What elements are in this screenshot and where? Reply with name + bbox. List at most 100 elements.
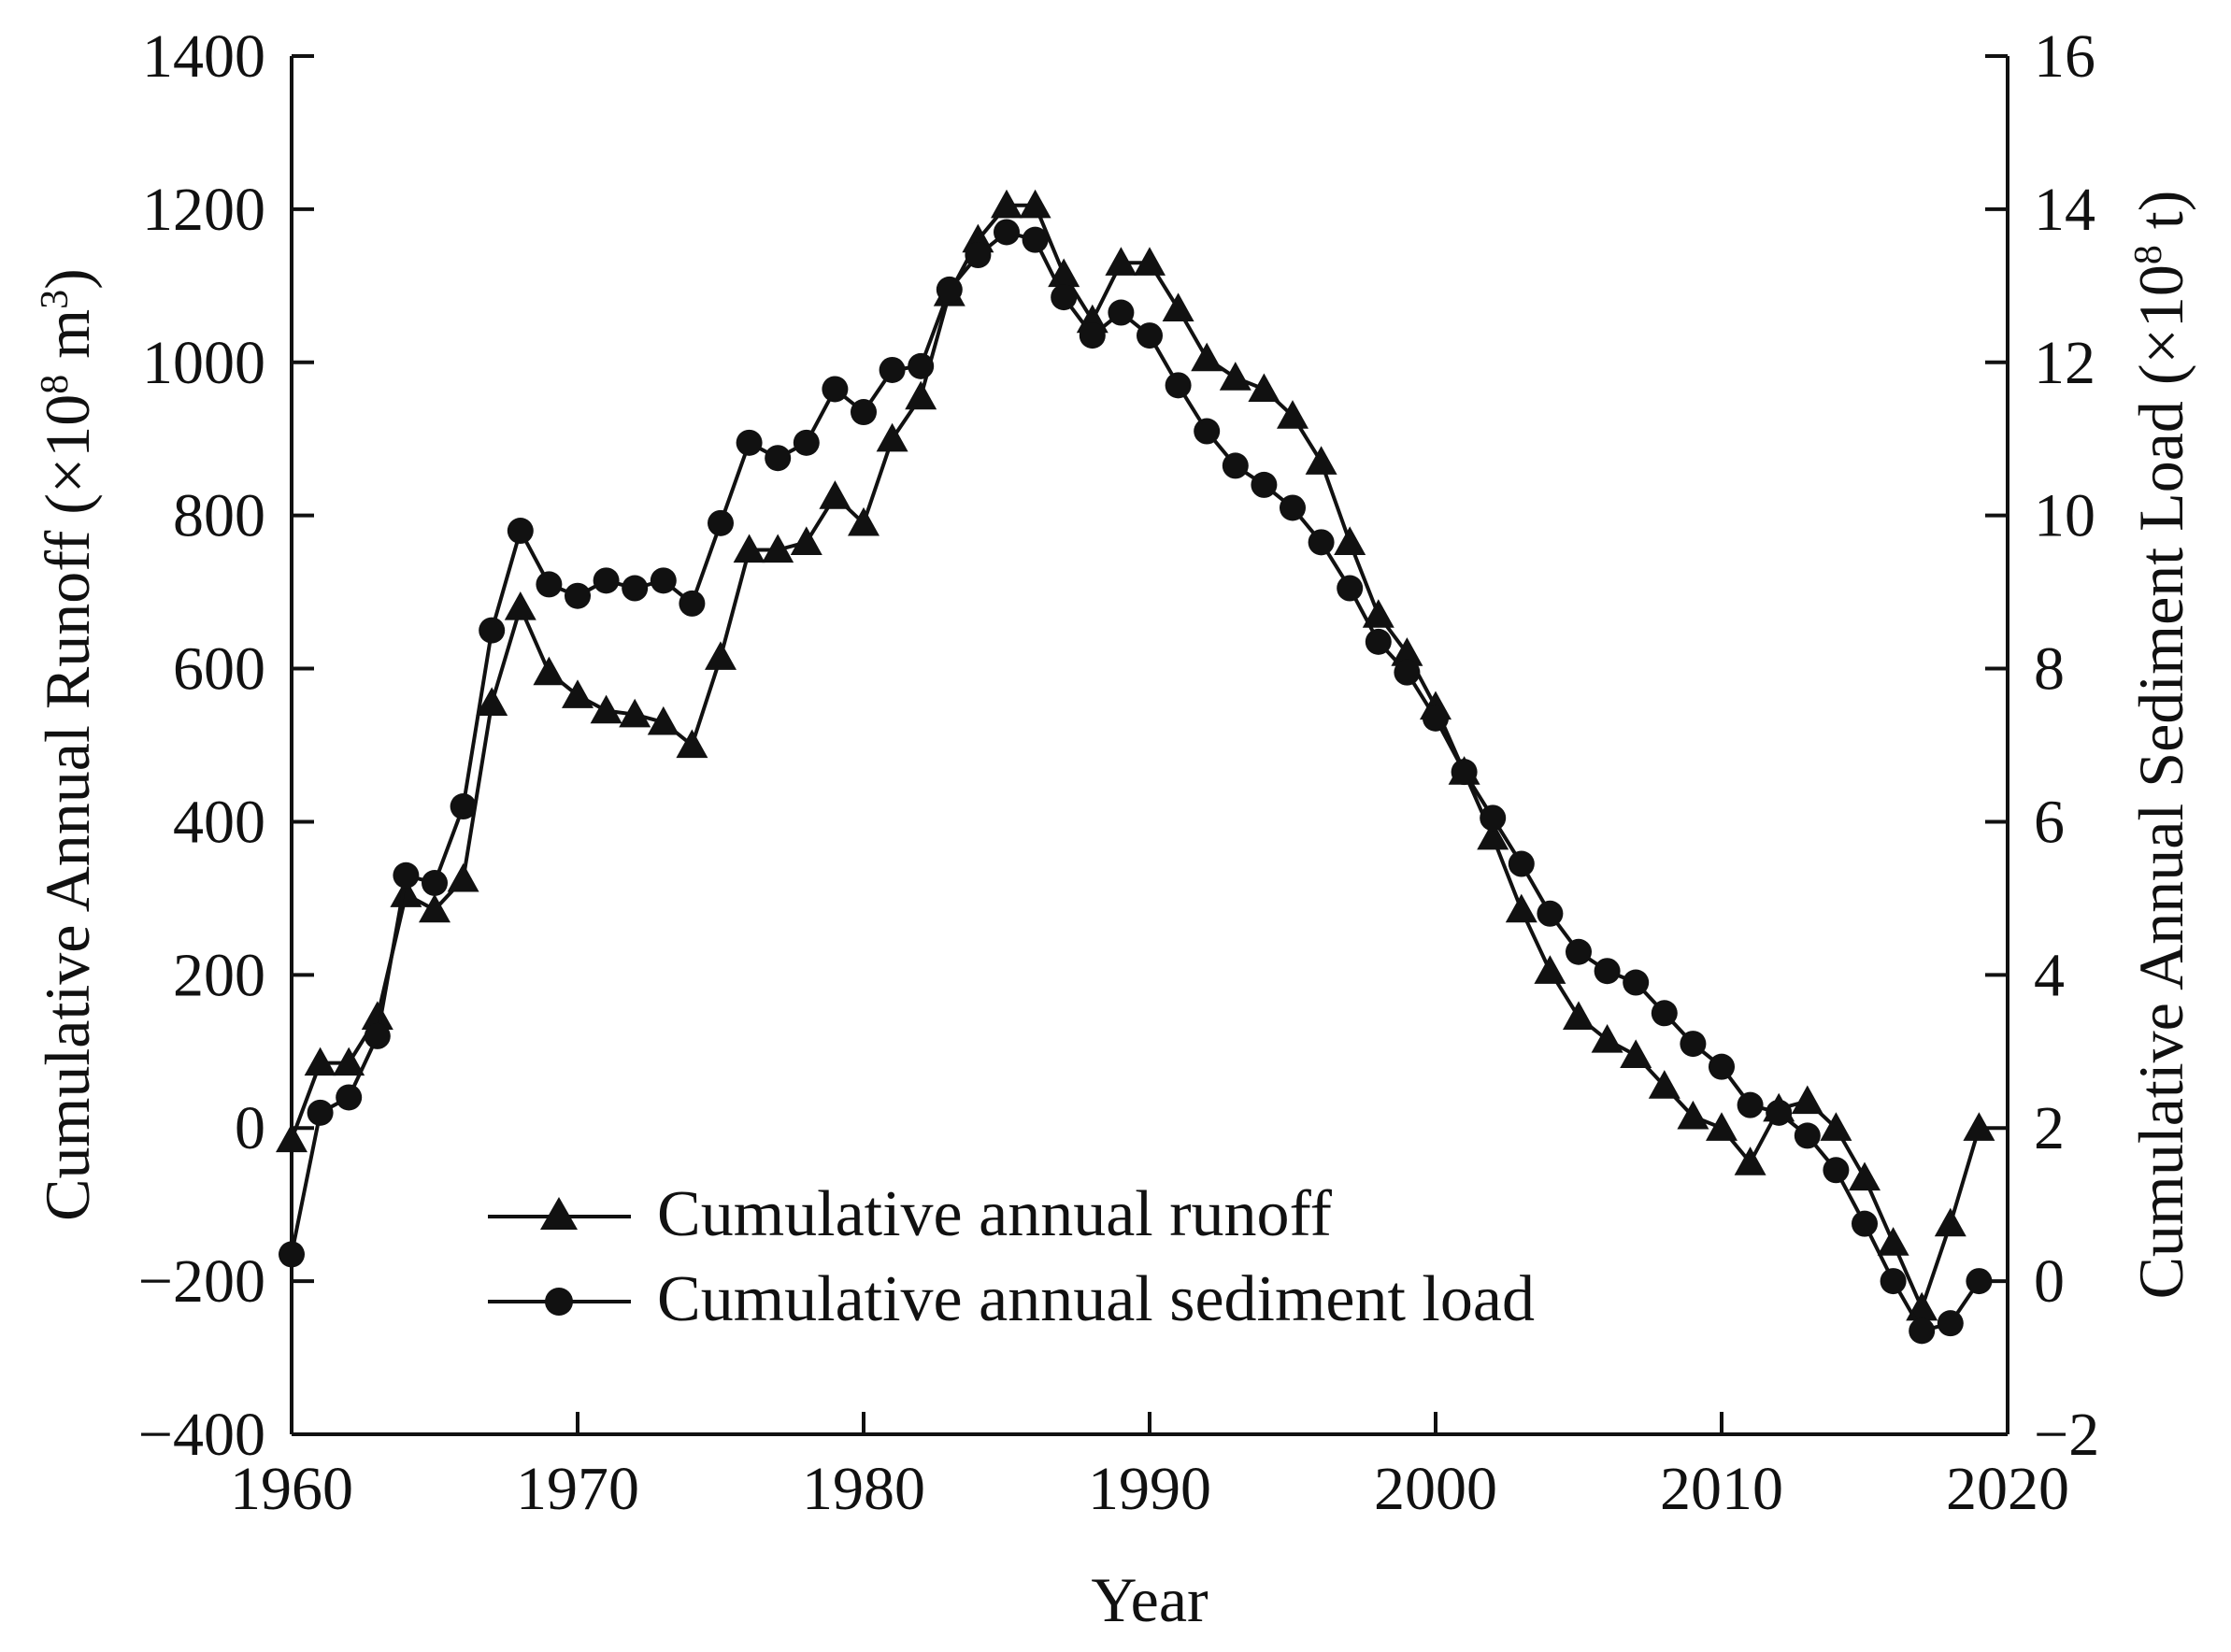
left-y-tick-label-9: 1400: [142, 22, 265, 91]
sediment-point-1975: [708, 509, 734, 536]
runoff-point-1969: [533, 656, 565, 686]
series-layer: [276, 189, 1995, 1345]
sediment-point-2001: [1451, 759, 1478, 786]
sediment-point-2016: [1880, 1268, 1907, 1295]
runoff-point-1977: [762, 534, 794, 563]
sediment-point-2005: [1566, 938, 1592, 965]
sediment-point-2014: [1823, 1157, 1850, 1184]
runoff-point-1966: [447, 862, 479, 892]
sediment-point-1973: [650, 567, 677, 594]
runoff-point-2011: [1734, 1146, 1766, 1175]
sediment-point-1974: [679, 590, 706, 617]
sediment-point-1960: [279, 1241, 305, 1268]
runoff-point-2013: [1791, 1085, 1823, 1115]
runoff-point-2006: [1591, 1023, 1623, 1053]
runoff-point-1992: [1191, 342, 1223, 372]
sediment-point-1969: [536, 571, 563, 598]
sediment-point-1983: [936, 276, 963, 303]
runoff-point-1995: [1277, 400, 1309, 429]
runoff-point-1981: [876, 422, 908, 452]
runoff-point-1974: [676, 729, 708, 759]
left-y-tick-label-3: 200: [173, 941, 265, 1009]
right-y-axis-title: Cumulative Annual Sediment Load (×108 t): [2125, 191, 2196, 1300]
right-y-tick-label-3: 4: [2034, 941, 2065, 1009]
runoff-point-1972: [619, 698, 651, 728]
left-y-tick-label-5: 600: [173, 635, 265, 704]
x-tick-label-1970: 1970: [516, 1455, 639, 1523]
legend: Cumulative annual runoff Cumulative annu…: [488, 1178, 1535, 1335]
runoff-point-2004: [1534, 955, 1566, 984]
left-y-tick-label-8: 1200: [142, 176, 265, 244]
sediment-point-1991: [1165, 372, 1192, 399]
runoff-point-2014: [1820, 1112, 1852, 1141]
sediment-point-2006: [1594, 958, 1621, 985]
left-y-axis-title-exp: 8: [34, 375, 77, 394]
right-y-tick-label-4: 6: [2034, 788, 2065, 856]
runoff-point-2015: [1849, 1161, 1881, 1191]
x-tick-label-2000: 2000: [1374, 1455, 1497, 1523]
sediment-point-2018: [1937, 1310, 1964, 1337]
sediment-point-1964: [393, 862, 420, 889]
sediment-point-2002: [1480, 805, 1507, 832]
left-y-tick-label-7: 1000: [142, 329, 265, 397]
runoff-point-1980: [848, 506, 880, 536]
runoff-point-1993: [1219, 362, 1251, 391]
right-y-axis-title-close: t): [2125, 191, 2196, 246]
series-sediment-line: [290, 230, 1981, 1333]
runoff-point-1989: [1105, 247, 1137, 276]
runoff-point-1997: [1334, 526, 1366, 555]
runoff-point-1975: [705, 641, 737, 670]
sediment-point-2019: [1966, 1268, 1993, 1295]
sediment-point-1990: [1137, 322, 1163, 349]
series-runoff-line: [290, 203, 1981, 1314]
right-y-tick-label-2: 2: [2034, 1094, 2065, 1162]
right-y-tick-label-7: 12: [2034, 329, 2095, 397]
runoff-point-1990: [1134, 247, 1166, 276]
legend-sediment-label: Cumulative annual sediment load: [657, 1263, 1535, 1335]
sediment-point-1961: [307, 1099, 334, 1126]
left-y-axis-title-main: Cumulative Annual Runoff (×10: [32, 394, 103, 1221]
sediment-point-1997: [1337, 575, 1364, 602]
sediment-point-2009: [1680, 1031, 1707, 1058]
sediment-point-1977: [765, 445, 792, 472]
runoff-point-1971: [590, 694, 622, 724]
right-y-axis-title-main: Cumulative Annual Sediment Load (×10: [2125, 264, 2196, 1299]
runoff-point-2007: [1620, 1039, 1652, 1068]
sediment-point-1978: [793, 429, 820, 456]
runoff-point-2019: [1963, 1112, 1995, 1141]
sediment-point-1999: [1394, 659, 1421, 686]
runoff-point-1976: [733, 534, 765, 563]
legend-runoff-marker: [540, 1197, 578, 1230]
runoff-point-1960: [276, 1123, 307, 1153]
sediment-point-1965: [422, 870, 448, 896]
sediment-point-1970: [565, 582, 591, 609]
sediment-point-1993: [1222, 452, 1249, 479]
sediment-point-1998: [1365, 628, 1392, 655]
sediment-point-1982: [908, 352, 935, 379]
left-y-tick-label-2: 0: [235, 1094, 265, 1162]
x-tick-label-1980: 1980: [802, 1455, 925, 1523]
x-tick-label-2020: 2020: [1946, 1455, 2069, 1523]
sediment-point-1995: [1280, 494, 1306, 521]
right-y-tick-label-8: 14: [2034, 176, 2095, 244]
runoff-point-2010: [1706, 1112, 1738, 1141]
left-y-tick-label-6: 800: [173, 482, 265, 550]
left-y-axis-title-close: ): [32, 268, 103, 290]
right-y-tick-label-9: 16: [2034, 22, 2095, 91]
sediment-point-1987: [1051, 284, 1078, 311]
left-y-axis-title-unit-exp: 3: [34, 290, 77, 309]
runoff-point-1963: [361, 1001, 393, 1031]
runoff-point-2005: [1563, 1001, 1595, 1031]
series-sediment: [279, 219, 1993, 1345]
runoff-point-1962: [333, 1047, 365, 1076]
sediment-point-1980: [851, 399, 877, 426]
right-y-tick-label-0: −2: [2034, 1401, 2099, 1469]
runoff-point-2003: [1505, 893, 1537, 923]
right-y-tick-label-5: 8: [2034, 635, 2065, 704]
runoff-point-2017: [1906, 1291, 1938, 1321]
runoff-point-2009: [1677, 1100, 1709, 1130]
ticks-layer: 1960 1970 1980 1990 2000 2010 2020−400−2000200…: [138, 22, 2099, 1523]
right-y-tick-label-6: 10: [2034, 482, 2095, 550]
sediment-point-1994: [1251, 471, 1278, 498]
